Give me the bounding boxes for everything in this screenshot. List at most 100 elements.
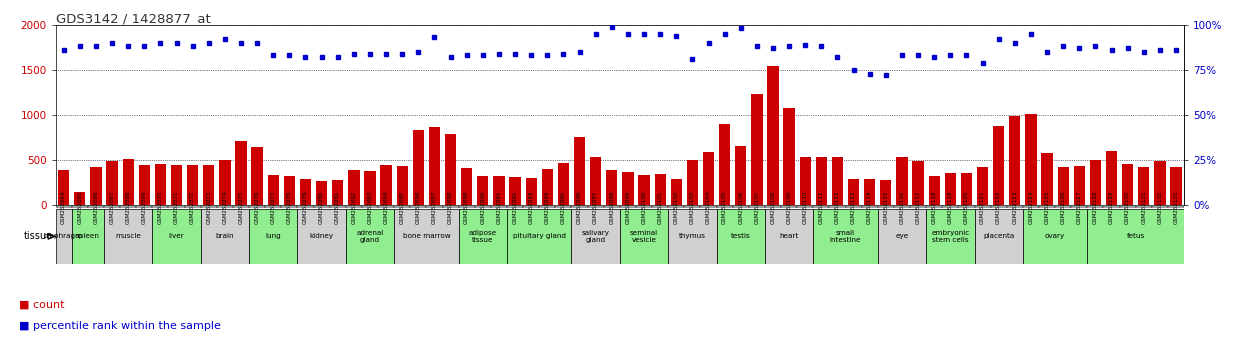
Text: GSM252108: GSM252108 <box>770 190 775 224</box>
Bar <box>332 180 344 205</box>
Bar <box>266 206 282 208</box>
Text: GSM252081: GSM252081 <box>335 190 340 224</box>
Bar <box>555 206 571 208</box>
Text: GSM252079: GSM252079 <box>303 190 308 224</box>
Bar <box>152 209 200 264</box>
Bar <box>813 206 829 208</box>
Text: GSM252097: GSM252097 <box>593 190 598 224</box>
Bar <box>268 175 279 205</box>
Bar <box>72 209 104 264</box>
Text: spleen: spleen <box>75 233 100 239</box>
Bar <box>765 209 813 264</box>
Text: GSM252089: GSM252089 <box>465 190 470 224</box>
Bar <box>1023 209 1088 264</box>
Bar <box>349 170 360 205</box>
Bar <box>330 206 346 208</box>
Text: bone marrow: bone marrow <box>403 233 450 239</box>
Bar <box>1042 153 1053 205</box>
Bar <box>926 209 974 264</box>
Bar <box>960 173 971 205</box>
Text: GSM252124: GSM252124 <box>1028 190 1033 224</box>
Bar <box>394 206 410 208</box>
Bar <box>717 206 733 208</box>
Bar <box>106 161 117 205</box>
Bar <box>976 166 989 205</box>
Bar <box>346 206 362 208</box>
Bar <box>74 192 85 205</box>
Bar <box>944 173 955 205</box>
Text: GSM252086: GSM252086 <box>415 190 420 224</box>
Bar <box>703 152 714 205</box>
Text: placenta: placenta <box>983 233 1015 239</box>
Text: lung: lung <box>266 233 281 239</box>
Text: small
intestine: small intestine <box>829 230 861 243</box>
Bar <box>88 206 104 208</box>
Bar <box>1106 151 1117 205</box>
Text: eye: eye <box>895 233 908 239</box>
Bar <box>509 177 520 205</box>
Text: GSM252125: GSM252125 <box>1044 190 1049 224</box>
Bar <box>861 206 878 208</box>
Bar <box>362 206 378 208</box>
Bar <box>990 206 1007 208</box>
Bar <box>974 206 990 208</box>
Text: embryonic
stem cells: embryonic stem cells <box>931 230 969 243</box>
Bar <box>138 165 150 205</box>
Text: GSM252078: GSM252078 <box>287 190 292 224</box>
Text: GSM252133: GSM252133 <box>1173 190 1179 224</box>
Bar <box>669 209 717 264</box>
Bar <box>426 206 442 208</box>
Bar <box>365 171 376 205</box>
Bar <box>120 206 136 208</box>
Text: GSM252071: GSM252071 <box>174 190 179 224</box>
Bar <box>813 209 878 264</box>
Bar <box>250 206 266 208</box>
Bar <box>669 206 685 208</box>
Text: kidney: kidney <box>309 233 334 239</box>
Bar <box>200 209 250 264</box>
Text: GSM252096: GSM252096 <box>577 190 582 224</box>
Bar <box>848 179 859 205</box>
Text: GSM252072: GSM252072 <box>190 190 195 224</box>
Bar <box>816 158 827 205</box>
Bar <box>878 206 894 208</box>
Bar <box>284 176 295 205</box>
Text: GSM252076: GSM252076 <box>255 190 260 224</box>
Bar <box>523 206 539 208</box>
Bar <box>1120 206 1136 208</box>
Text: fetus: fetus <box>1126 233 1145 239</box>
Bar <box>894 206 910 208</box>
Text: GSM252126: GSM252126 <box>1060 190 1065 224</box>
Bar <box>655 174 666 205</box>
Bar <box>620 209 669 264</box>
Bar <box>235 141 247 205</box>
Bar <box>1088 206 1104 208</box>
Text: GSM252122: GSM252122 <box>996 190 1001 224</box>
Text: GDS3142 / 1428877_at: GDS3142 / 1428877_at <box>56 12 210 25</box>
Bar <box>90 167 101 205</box>
Text: GSM252101: GSM252101 <box>658 190 662 224</box>
Text: adrenal
gland: adrenal gland <box>356 230 383 243</box>
Text: GSM252111: GSM252111 <box>819 190 824 224</box>
Bar <box>1072 206 1088 208</box>
Bar <box>56 209 72 264</box>
Text: GSM252094: GSM252094 <box>545 190 550 224</box>
Bar <box>1122 164 1133 205</box>
Bar <box>1138 166 1149 205</box>
Text: GSM252103: GSM252103 <box>690 190 695 224</box>
Bar <box>475 206 491 208</box>
Bar <box>104 209 152 264</box>
Bar <box>606 170 618 205</box>
Text: salivary
gland: salivary gland <box>582 230 609 243</box>
Bar <box>622 172 634 205</box>
Bar <box>413 130 424 205</box>
Bar <box>200 206 216 208</box>
Bar <box>993 126 1005 205</box>
Text: GSM252118: GSM252118 <box>932 190 937 224</box>
Bar <box>187 165 198 205</box>
Bar <box>250 209 298 264</box>
Text: GSM252083: GSM252083 <box>367 190 372 224</box>
Bar <box>557 163 569 205</box>
Text: GSM252099: GSM252099 <box>625 190 630 224</box>
Text: GSM252129: GSM252129 <box>1109 190 1114 224</box>
